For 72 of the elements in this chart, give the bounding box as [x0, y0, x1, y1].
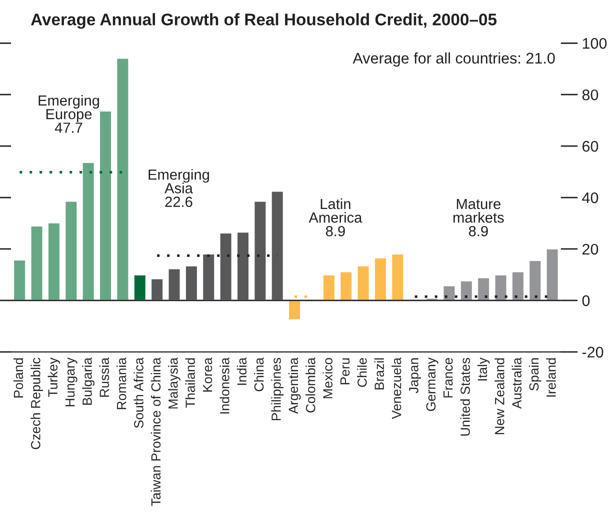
- bar: [390, 253, 405, 302]
- bar: [545, 248, 560, 302]
- bar: [167, 268, 182, 302]
- bar: [339, 270, 353, 302]
- annotation: Emerging Europe 47.7: [38, 94, 100, 133]
- x-tick-label: Germany: [426, 357, 438, 412]
- x-tick-label: Russia: [99, 357, 110, 397]
- y-tick-label: 100: [582, 38, 607, 49]
- x-tick-label: Brazil: [374, 358, 384, 390]
- bar: [64, 200, 78, 302]
- bar: [476, 276, 490, 302]
- x-tick-label: France: [444, 358, 453, 398]
- x-tick-label: Philippines: [271, 358, 284, 420]
- y-tick-label: 40: [582, 192, 598, 204]
- bar: [356, 265, 370, 302]
- x-tick-label: Colombia: [306, 357, 316, 413]
- bar: [81, 162, 96, 302]
- bar: [184, 265, 198, 302]
- bar: [236, 231, 250, 302]
- x-tick-label: Mexico: [322, 358, 332, 398]
- bar: [116, 57, 130, 302]
- x-tick-label: Indonesia: [220, 357, 230, 414]
- bar: [202, 253, 216, 302]
- x-tick-label: Ireland: [546, 358, 556, 397]
- bar: [270, 190, 284, 302]
- x-tick-label: Romania: [116, 357, 126, 410]
- x-tick-label: Thailand: [185, 358, 195, 408]
- x-tick-label: United States: [460, 358, 470, 436]
- bar: [253, 200, 268, 302]
- bar: [288, 300, 302, 321]
- x-tick-label: India: [236, 357, 247, 385]
- bar: [460, 280, 474, 302]
- x-tick-label: China: [254, 357, 264, 392]
- x-tick-label: Chile: [357, 358, 367, 387]
- x-tick-label: Bulgaria: [82, 357, 94, 405]
- bar: [98, 110, 112, 302]
- bar: [47, 222, 61, 302]
- bar: [374, 257, 388, 302]
- x-tick-label: Italy: [477, 357, 490, 380]
- x-tick-label: Hungary: [65, 357, 78, 406]
- chart-title: Average Annual Growth of Real Household Credit, 2000–05: [30, 13, 497, 29]
- y-tick-label: 20: [582, 244, 598, 255]
- y-tick-label: 0: [582, 295, 590, 306]
- annotation: Latin America 8.9: [308, 198, 362, 236]
- bar: [511, 270, 525, 302]
- y-tick-label: -20: [582, 346, 604, 358]
- x-tick-label: Venezuela: [391, 357, 402, 420]
- x-tick-label: Korea: [202, 357, 212, 392]
- annotation: Mature markets 8.9: [453, 198, 504, 236]
- bar: [12, 259, 26, 302]
- y-tick-label: 80: [582, 89, 598, 100]
- x-tick-label: Czech Republic: [30, 358, 43, 450]
- x-tick-label: Spain: [528, 358, 542, 391]
- x-tick-label: Malaysia: [168, 357, 180, 408]
- annotation: Emerging Asia 22.6: [148, 169, 209, 207]
- x-tick-label: South Africa: [134, 357, 144, 428]
- bar: [150, 278, 164, 302]
- bar: [322, 274, 336, 302]
- x-tick-label: Australia: [512, 357, 522, 409]
- x-tick-label: New Zealand: [494, 358, 504, 434]
- x-tick-label: Japan: [409, 358, 421, 394]
- y-tick-label: 60: [582, 140, 598, 152]
- x-tick-label: Poland: [13, 358, 24, 398]
- bar: [133, 274, 147, 302]
- bar: [30, 225, 44, 302]
- bar: [528, 260, 542, 302]
- x-tick-label: Taiwan Province of China: [150, 357, 161, 506]
- x-tick-label: Turkey: [48, 357, 60, 397]
- annotation: Average for all countries: 21.0: [352, 52, 555, 67]
- x-tick-label: Argentina: [288, 357, 301, 414]
- bar: [218, 232, 233, 302]
- x-tick-label: Peru: [340, 358, 350, 384]
